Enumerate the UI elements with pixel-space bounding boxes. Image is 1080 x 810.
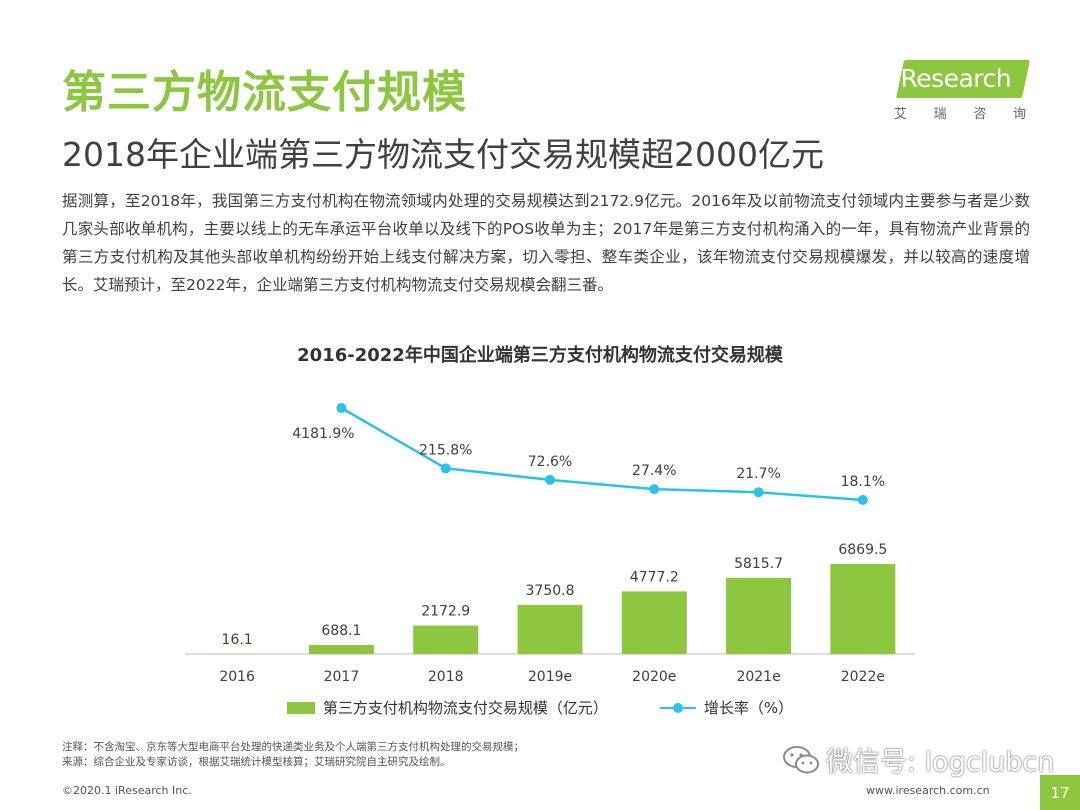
page-subtitle: 2018年企业端第三方物流支付交易规模超2000亿元 — [62, 135, 824, 174]
source-line: 来源：综合企业及专家访谈，根据艾瑞统计模型核算；艾瑞研究院自主研究及绘制。 — [62, 756, 451, 768]
x-tick-label: 2022e — [841, 669, 885, 685]
x-tick-label: 2017 — [324, 669, 360, 685]
logo-char: 咨 — [973, 107, 987, 122]
x-tick-label: 2021e — [736, 669, 780, 685]
growth-value-label: 72.6% — [528, 454, 572, 470]
x-tick-label: 2018 — [428, 669, 464, 685]
logo-subtitle: 艾 瑞 咨 询 — [894, 103, 1026, 122]
x-tick-label: 2020e — [632, 669, 676, 685]
growth-value-label: 4181.9% — [292, 426, 354, 442]
note-line: 注释：不含淘宝、京东等大型电商平台处理的快递类业务及个人端第三方支付机构处理的交… — [62, 741, 524, 753]
bar-2022e — [830, 564, 896, 654]
growth-point-2018 — [440, 463, 451, 474]
legend-swatch-line — [659, 702, 696, 714]
iresearch-logo: iResearch 艾 瑞 咨 询 — [888, 60, 1031, 122]
growth-point-2022e — [857, 495, 868, 505]
growth-point-2021e — [753, 487, 764, 498]
legend-label-line: 增长率（%） — [703, 699, 794, 717]
bar-2018 — [413, 625, 479, 654]
growth-point-2020e — [649, 484, 660, 495]
logo-char: 艾 — [894, 107, 908, 122]
bar-value-label: 2172.9 — [421, 604, 470, 620]
legend-item-line: 增长率（%） — [659, 697, 794, 718]
x-tick-label: 2019e — [528, 669, 572, 685]
watermark-text: 微信号: logclubcn — [826, 747, 1055, 778]
growth-value-label: 21.7% — [736, 466, 780, 482]
bar-value-label: 4777.2 — [630, 569, 679, 585]
chart-title: 2016-2022年中国企业端第三方支付机构物流支付交易规模 — [297, 345, 783, 366]
chart-legend: 第三方支付机构物流支付交易规模（亿元） 增长率（%） — [0, 697, 1080, 718]
wechat-watermark: 微信号: logclubcn — [782, 740, 1054, 779]
combo-chart: 16.1 2016 688.1 2017 2172.9 2018 3750.8 2019e 47… — [185, 403, 915, 685]
bar-value-label: 6869.5 — [838, 542, 887, 558]
bar-2020e — [621, 591, 687, 654]
logo-char: 瑞 — [933, 107, 947, 122]
bar-2021e — [726, 577, 792, 654]
body-paragraph: 据测算，至2018年，我国第三方支付机构在物流领域内处理的交易规模达到2172.… — [62, 192, 1030, 294]
growth-line — [340, 406, 863, 502]
bar-2017 — [308, 644, 374, 654]
page-title: 第三方物流支付规模 — [62, 67, 467, 118]
bar-value-label: 3750.8 — [526, 583, 575, 599]
copyright: ©2020.1 iResearch Inc. — [62, 784, 192, 797]
logo-char: 询 — [1012, 107, 1026, 122]
bar-2019e — [517, 604, 583, 654]
bar-value-label: 16.1 — [222, 632, 253, 648]
growth-value-label: 215.8% — [419, 442, 472, 458]
legend-label-bar: 第三方支付机构物流支付交易规模（亿元） — [322, 699, 608, 717]
website: www.iresearch.com.cn — [866, 784, 990, 797]
legend-swatch-bar — [286, 701, 315, 714]
wechat-icon — [783, 745, 819, 773]
x-tick-label: 2016 — [219, 669, 255, 685]
bar-value-label: 688.1 — [321, 623, 361, 639]
chart-notes: 注释：不含淘宝、京东等大型电商平台处理的快递类业务及个人端第三方支付机构处理的交… — [62, 740, 524, 770]
page-number: 17 — [1040, 775, 1080, 810]
bar-value-label: 5815.7 — [734, 556, 783, 572]
logo-text: iResearch — [894, 64, 1012, 93]
legend-item-bar: 第三方支付机构物流支付交易规模（亿元） — [286, 697, 608, 718]
growth-point-2019e — [545, 474, 555, 485]
growth-point-2017 — [336, 403, 347, 413]
growth-value-label: 18.1% — [841, 474, 885, 490]
growth-value-label: 27.4% — [632, 463, 676, 479]
